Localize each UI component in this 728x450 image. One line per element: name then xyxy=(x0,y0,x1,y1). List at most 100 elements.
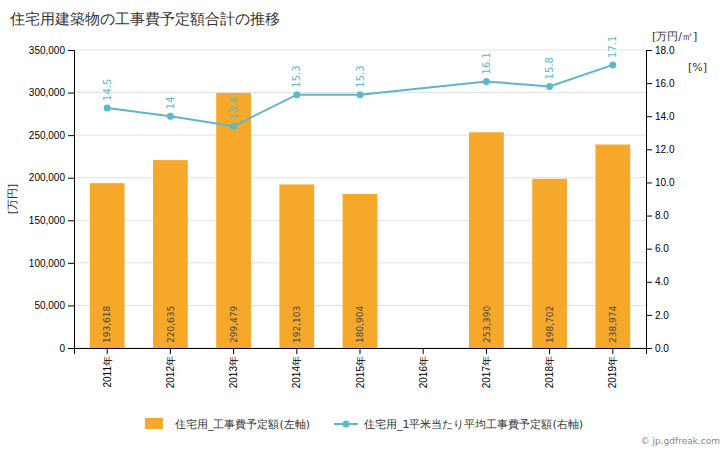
tick-mark xyxy=(296,348,297,354)
tick-mark xyxy=(646,182,652,183)
tick-label: 150,000 xyxy=(29,215,66,226)
legend-label: 住宅用_工事費予定額(左軸) xyxy=(175,418,310,431)
tick-mark xyxy=(68,348,74,349)
data-labels: 193,618220,635299,479192,103180,904253,3… xyxy=(102,36,619,343)
tick-label: 12.0 xyxy=(655,144,675,155)
tick-mark xyxy=(360,348,361,354)
tick-label: 18.0 xyxy=(655,45,675,56)
legend-item: 住宅用_工事費予定額(左軸) xyxy=(145,418,310,431)
data-label: 299,479 xyxy=(229,306,239,343)
tick-label: 14.0 xyxy=(655,111,675,122)
tick-label: 2019年 xyxy=(607,356,618,388)
data-label: 13.4 xyxy=(228,97,239,119)
tick-mark xyxy=(170,348,171,354)
tick: 2012年 xyxy=(165,348,176,388)
tick-mark xyxy=(68,263,74,264)
y-axis: 050,000100,000150,000200,000250,000300,0… xyxy=(29,45,75,354)
data-label: 253,390 xyxy=(482,306,492,343)
tick: 8.0 xyxy=(646,210,669,221)
tick: 150,000 xyxy=(29,215,74,226)
tick: 2014年 xyxy=(291,348,302,388)
tick-mark xyxy=(68,305,74,306)
x-axis: 2011年 2012年 2013年 2014年 2015年 2016年 2017年 2018年… xyxy=(75,348,647,388)
tick-label: 2.0 xyxy=(655,310,669,321)
tick: 2.0 xyxy=(646,310,669,321)
tick-mark xyxy=(68,135,74,136)
marker xyxy=(104,104,111,111)
bar xyxy=(153,160,188,348)
tick-label: 0.0 xyxy=(655,343,669,354)
bar xyxy=(216,93,251,348)
tick-mark xyxy=(612,348,613,354)
bar xyxy=(469,132,504,348)
marker xyxy=(167,113,174,120)
bar xyxy=(90,183,125,348)
legend-item: 住宅用_1平米当たり平均工事費予定額(右軸) xyxy=(334,418,583,431)
tick-label: 200,000 xyxy=(29,172,66,183)
tick-label: 6.0 xyxy=(655,243,669,254)
legend-marker xyxy=(343,421,350,428)
tick-mark xyxy=(646,50,652,51)
tick: 10.0 xyxy=(646,177,675,188)
tick: 4.0 xyxy=(646,276,669,287)
marker xyxy=(546,83,553,90)
tick: 2015年 xyxy=(355,348,366,388)
chart-svg: 住宅用建築物の工事費予定額合計の推移050,000100,000150,0002… xyxy=(0,0,728,450)
tick-mark xyxy=(68,50,74,51)
axis-line xyxy=(647,51,653,349)
tick-label: 10.0 xyxy=(655,177,675,188)
legend: 住宅用_工事費予定額(左軸) 住宅用_1平米当たり平均工事費予定額(右軸) xyxy=(145,418,583,431)
tick: 0 xyxy=(59,343,74,354)
tick: 350,000 xyxy=(29,45,74,56)
tick-label: 250,000 xyxy=(29,130,66,141)
bar xyxy=(343,194,378,348)
tick-mark xyxy=(646,116,652,117)
tick: 2018年 xyxy=(544,348,555,388)
tick: 18.0 xyxy=(646,45,675,56)
marker xyxy=(609,61,616,68)
marker xyxy=(483,78,490,85)
data-label: 16.1 xyxy=(481,52,492,74)
marker xyxy=(230,123,237,130)
tick: 14.0 xyxy=(646,111,675,122)
tick-mark xyxy=(646,149,652,150)
data-label: 15.3 xyxy=(355,65,366,87)
tick-label: 2017年 xyxy=(481,356,492,388)
tick-label: 50,000 xyxy=(34,300,65,311)
tick: 2017年 xyxy=(481,348,492,388)
tick-label: 100,000 xyxy=(29,258,66,269)
tick-label: 2013年 xyxy=(228,356,239,388)
data-label: 192,103 xyxy=(292,306,302,343)
tick: 200,000 xyxy=(29,172,74,183)
tick-label: 8.0 xyxy=(655,210,669,221)
grid xyxy=(74,50,646,348)
tick-mark xyxy=(68,93,74,94)
data-label: 198,702 xyxy=(545,306,555,343)
tick-label: 2014年 xyxy=(291,356,302,388)
tick-mark xyxy=(646,216,652,217)
axis-line xyxy=(75,349,647,355)
tick: 50,000 xyxy=(34,300,74,311)
tick-mark xyxy=(233,348,234,354)
tick: 100,000 xyxy=(29,258,74,269)
bar xyxy=(406,348,441,349)
tick: 12.0 xyxy=(646,144,675,155)
axis-line xyxy=(68,51,75,349)
tick-mark xyxy=(423,348,424,354)
tick-label: 2011年 xyxy=(102,356,113,388)
tick-mark xyxy=(646,83,652,84)
tick-label: 4.0 xyxy=(655,276,669,287)
data-label: 15.8 xyxy=(544,57,555,79)
tick-label: 2015年 xyxy=(355,356,366,388)
tick-mark xyxy=(68,178,74,179)
grid-line xyxy=(74,135,646,136)
tick-label: 2016年 xyxy=(418,356,429,388)
data-label: 193,618 xyxy=(102,306,112,343)
annotation: [%] xyxy=(688,61,707,74)
tick-label: 0 xyxy=(59,343,65,354)
data-label: 17.1 xyxy=(607,36,618,58)
line xyxy=(107,65,613,126)
tick-label: 2018年 xyxy=(544,356,555,388)
data-label: 15.3 xyxy=(291,65,302,87)
grid-line xyxy=(74,50,646,51)
